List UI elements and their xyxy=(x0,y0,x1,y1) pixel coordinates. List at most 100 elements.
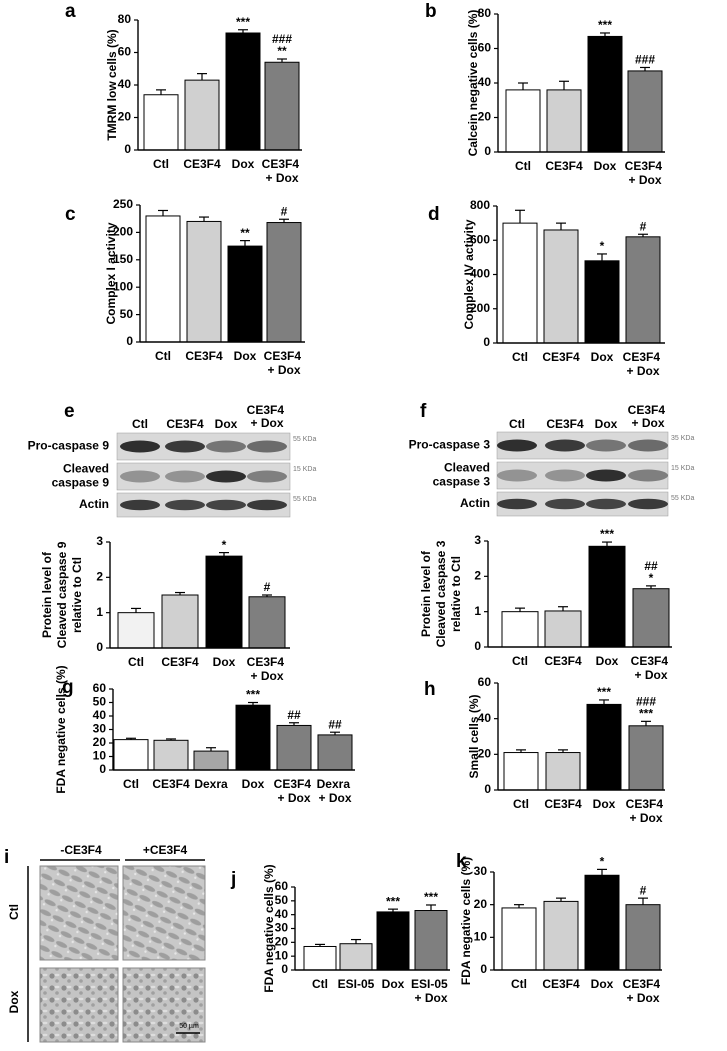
bar xyxy=(303,945,337,971)
x-tick-label: CE3F4 xyxy=(544,654,582,668)
significance-label: *** xyxy=(597,685,611,699)
lane-label: Dox xyxy=(595,417,618,431)
x-tick-label: Dox xyxy=(234,349,257,363)
x-tick-label: ESI-05 xyxy=(338,977,375,991)
y-tick-label: 0 xyxy=(124,142,131,156)
blot-band xyxy=(628,469,668,482)
blot-band xyxy=(165,499,205,511)
x-tick-label: CE3F4 xyxy=(542,977,580,991)
y-tick-label: 30 xyxy=(275,921,289,935)
panel-letter: i xyxy=(4,847,9,868)
y-tick-label: 200 xyxy=(470,301,490,315)
blot-band xyxy=(497,439,537,452)
y-tick-label: 1 xyxy=(474,604,481,618)
x-tick-label: CE3F4 + Dox xyxy=(631,654,672,682)
x-tick-label: Dexra xyxy=(194,777,228,791)
y-tick-label: 50 xyxy=(120,307,134,321)
y-tick-label: 80 xyxy=(118,12,132,26)
bar xyxy=(143,94,179,151)
blot-strip xyxy=(496,461,669,490)
blot-band xyxy=(497,469,537,482)
y-tick-label: 0 xyxy=(484,144,491,158)
x-tick-label: CE3F4 xyxy=(161,655,199,669)
bar xyxy=(161,594,199,649)
x-tick-label: CE3F4 xyxy=(185,349,223,363)
x-tick-label: CE3F4 + Dox xyxy=(274,777,315,805)
y-tick-label: 0 xyxy=(480,962,487,976)
micrograph xyxy=(122,967,206,1043)
bar xyxy=(545,752,581,791)
y-axis-label: relative to Ctl xyxy=(449,556,463,632)
panel-letter: k xyxy=(456,851,467,872)
x-tick-label: CE3F4 + Dox xyxy=(247,655,288,683)
size-marker: 15 KDa xyxy=(671,465,694,472)
bar xyxy=(546,89,582,153)
column-label: +CE3F4 xyxy=(143,843,188,857)
row-label: caspase 9 xyxy=(52,476,110,490)
bar xyxy=(632,588,670,648)
panel-letter: f xyxy=(420,401,427,422)
lane-label: CE3F4 + Dox xyxy=(628,403,669,430)
y-axis-label: relative to Ctl xyxy=(70,557,84,633)
x-tick-label: Dox xyxy=(596,654,619,668)
x-tick-label: Ctl xyxy=(513,797,529,811)
y-tick-label: 20 xyxy=(118,110,132,124)
bar xyxy=(584,874,620,971)
row-label: Cleaved xyxy=(63,462,109,476)
bar xyxy=(227,245,263,343)
significance-label: ## xyxy=(287,708,301,722)
bar xyxy=(505,89,541,153)
significance-label: ** xyxy=(277,44,287,58)
x-tick-label: Dox xyxy=(232,157,255,171)
blot-band xyxy=(586,498,626,510)
micrograph-images: i -CE3F4 +CE3F4 Ctl Dox 50 µm xyxy=(4,843,206,1043)
blot-band xyxy=(628,439,668,452)
y-tick-label: 2 xyxy=(96,570,103,584)
western-blot: e Ctl CE3F4 Dox CE3F4 + Dox Pro-caspase 9 55 K… xyxy=(28,401,316,518)
panel-letter: e xyxy=(64,401,75,422)
y-tick-label: 250 xyxy=(113,197,133,211)
y-tick-label: 30 xyxy=(93,722,107,736)
scale-label: 50 µm xyxy=(179,1023,199,1030)
significance-label: *** xyxy=(639,707,653,721)
x-tick-label: Dox xyxy=(594,159,617,173)
bar-chart: h Small cells (%)0 20 40 60 Ctl CE3F4 *** Dox ###… xyxy=(424,675,666,825)
y-tick-label: 50 xyxy=(93,695,107,709)
bar xyxy=(625,904,661,971)
y-tick-label: 20 xyxy=(275,935,289,949)
bar xyxy=(543,900,579,971)
y-tick-label: 20 xyxy=(93,735,107,749)
y-axis-label: Cleaved caspase 9 xyxy=(55,541,69,648)
y-axis-label: Cleaved caspase 3 xyxy=(434,540,448,647)
y-axis-label: Calcein negative cells (%) xyxy=(466,10,480,157)
micrograph xyxy=(122,865,206,961)
y-axis-label: Complex IV activity xyxy=(462,219,476,329)
bar xyxy=(543,229,579,344)
x-tick-label: CE3F4 + Dox xyxy=(626,797,667,825)
y-tick-label: 0 xyxy=(96,640,103,654)
lane-label: CE3F4 xyxy=(166,417,204,431)
bar-chart: Protein level of Cleaved caspase 3 relativ… xyxy=(419,527,672,682)
bar xyxy=(587,35,623,153)
blot-band xyxy=(206,440,246,453)
y-tick-label: 0 xyxy=(483,335,490,349)
bar xyxy=(235,704,271,771)
significance-label: * xyxy=(600,239,605,253)
bar xyxy=(113,739,149,771)
bar xyxy=(627,70,663,153)
x-tick-label: Ctl xyxy=(515,159,531,173)
x-tick-label: Ctl xyxy=(123,777,139,791)
significance-label: # xyxy=(264,580,271,594)
micrograph xyxy=(39,865,119,961)
significance-label: # xyxy=(640,219,647,233)
y-tick-label: 1 xyxy=(96,605,103,619)
panel-letter: c xyxy=(65,204,76,225)
y-tick-label: 60 xyxy=(93,681,107,695)
blot-band xyxy=(586,439,626,452)
x-tick-label: Dexra + Dox xyxy=(317,777,354,805)
bar-chart: d Complex IV activity 0 200 400 600 800 Ctl CE3F… xyxy=(428,198,665,378)
y-tick-label: 0 xyxy=(99,762,106,776)
x-tick-label: Dox xyxy=(242,777,265,791)
